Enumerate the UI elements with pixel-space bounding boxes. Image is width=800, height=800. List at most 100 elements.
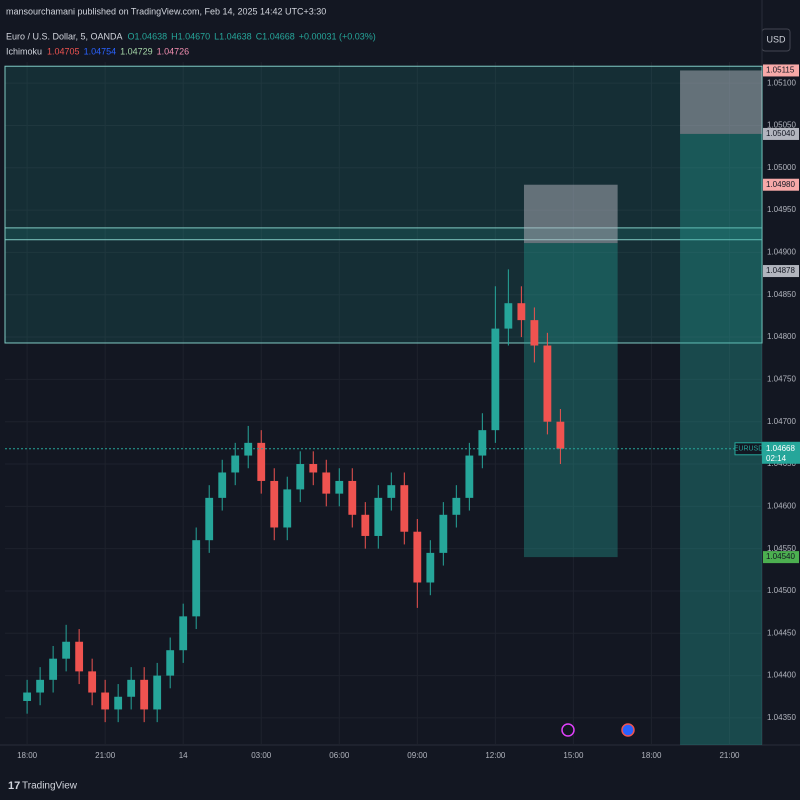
ohlc-value: O1.04638 [128, 31, 168, 41]
zone [4, 65, 763, 344]
zone [4, 227, 763, 241]
price-tag [763, 265, 799, 278]
x-tick-label: 18:00 [641, 751, 662, 760]
symbol-tag-label: EURUSD [734, 446, 764, 453]
x-tick-label: 15:00 [563, 751, 584, 760]
y-tick-label: 1.04950 [767, 205, 796, 214]
y-tick-label: 1.04600 [767, 501, 796, 510]
x-tick-label: 21:00 [719, 751, 740, 760]
candle-body [283, 489, 292, 528]
y-tick-label: 1.05050 [767, 121, 796, 130]
price-tag-label: 1.05040 [766, 129, 795, 138]
price-tag-label: 1.04540 [766, 552, 795, 561]
footer-logo: 17 [8, 780, 20, 792]
ohlc-value: C1.04668 [256, 31, 295, 41]
header: mansourchamani published on TradingView.… [6, 6, 326, 16]
candle-body [439, 514, 448, 553]
candle-body [322, 472, 331, 494]
candle-body [361, 514, 370, 536]
indicator-value: 1.04729 [120, 46, 153, 56]
candle-body [309, 464, 318, 473]
candle-body [400, 485, 409, 532]
candle-body [88, 671, 97, 693]
price-tag [763, 551, 799, 564]
x-tick-label: 21:00 [95, 751, 116, 760]
candle-body [413, 531, 422, 583]
y-tick-label: 1.05100 [767, 78, 796, 87]
y-tick-label: 1.04850 [767, 290, 796, 299]
candle-body [530, 320, 539, 346]
price-tag [762, 441, 800, 464]
candle-body [244, 442, 253, 456]
plot: 1.04350 1.04400 1.04450 1.04500 1.04550 1.046… [0, 0, 800, 760]
candle-body [75, 641, 84, 672]
candle-body [426, 552, 435, 583]
candle-body [62, 641, 71, 659]
candle-body [166, 650, 175, 676]
candle-body [114, 696, 123, 710]
event-icon[interactable] [621, 723, 635, 737]
candle-body [556, 421, 565, 449]
candle-body [452, 497, 461, 515]
candle-body [270, 480, 279, 528]
ohlc-value: H1.04670 [171, 31, 210, 41]
stop-zone [680, 70, 762, 134]
y-tick-label: 1.04350 [767, 713, 796, 722]
price-tag [763, 64, 799, 77]
candle-body [218, 472, 227, 498]
candle-body [192, 540, 201, 617]
x-tick-label: 14 [179, 751, 188, 760]
candle-body [478, 430, 487, 456]
countdown: 02:14 [766, 454, 787, 463]
y-tick-label: 1.04750 [767, 374, 796, 383]
currency[interactable]: USD [766, 34, 786, 44]
change: +0.00031 (+0.03%) [299, 31, 376, 41]
legend: Euro / U.S. Dollar, 5, OANDA O1.04638 H1.0… [6, 31, 376, 56]
price-tag-label: 1.05115 [766, 66, 795, 75]
target-zone [680, 133, 762, 746]
indicator-value: 1.04726 [157, 46, 190, 56]
candle-body [49, 658, 58, 680]
y-tick-label: 1.04400 [767, 671, 796, 680]
candle-body [504, 303, 513, 329]
y-tick-label: 1.04700 [767, 417, 796, 426]
price-tag-label: 1.04980 [766, 180, 795, 189]
candle-body [140, 679, 149, 710]
indicator-value: 1.04754 [84, 46, 117, 56]
footer: TradingView [22, 781, 78, 792]
price-tag-label: 1.04668 [766, 444, 795, 453]
price-tag [763, 178, 799, 191]
stop-zone [523, 184, 618, 244]
ohlc-value: L1.04638 [214, 31, 252, 41]
candle-body [374, 497, 383, 536]
candle-body [257, 442, 266, 481]
candle-body [101, 692, 110, 710]
candle-body [296, 464, 305, 490]
candle-body [153, 675, 162, 710]
x-tick-label: 12:00 [485, 751, 506, 760]
candle-body [36, 679, 45, 693]
x-tick-label: 06:00 [329, 751, 350, 760]
candle-body [348, 480, 357, 515]
y-tick-label: 1.04550 [767, 544, 796, 553]
y-tick-label: 1.04800 [767, 332, 796, 341]
candle-body [543, 345, 552, 422]
candle-body [23, 692, 32, 701]
candle-body [517, 303, 526, 321]
indicator-name: Ichimoku [6, 46, 42, 56]
x-tick-label: 09:00 [407, 751, 428, 760]
candle-body [387, 485, 396, 498]
candle-body [205, 497, 214, 541]
event-icon[interactable] [561, 723, 575, 737]
x-tick-label: 18:00 [17, 751, 38, 760]
price-tag-label: 1.04878 [766, 266, 795, 275]
y-tick-label: 1.04500 [767, 586, 796, 595]
price-tag [763, 127, 799, 140]
target-zone [523, 243, 618, 558]
y-tick-label: 1.04900 [767, 248, 796, 257]
y-tick-label: 1.05000 [767, 163, 796, 172]
y-tick-label: 1.04450 [767, 628, 796, 637]
candle-body [465, 455, 474, 498]
candle-body [335, 480, 344, 494]
